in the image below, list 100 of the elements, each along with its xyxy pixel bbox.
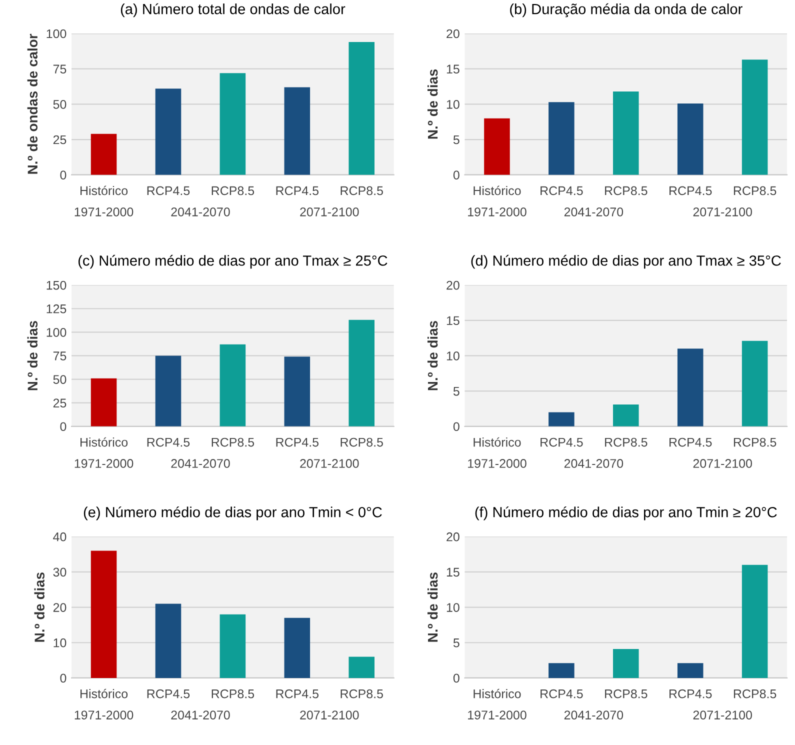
- text: 2071-2100: [693, 459, 752, 468]
- x-tick-label: RCP4.5: [670, 186, 712, 196]
- text: 2071-2100: [693, 710, 752, 720]
- x-tick-label: RCP8.5: [340, 186, 383, 196]
- y-tick-label: 10: [54, 638, 66, 648]
- chart-title: (a) Número total de ondas de calor: [120, 3, 346, 18]
- y-tick-label: 0: [453, 674, 460, 683]
- x-tick-label: RCP4.5: [276, 689, 319, 698]
- y-tick-label: 20: [446, 532, 460, 542]
- y-axis-title: N.º de dias: [34, 572, 44, 642]
- y-axis-title: N.º de ondas de calor: [27, 34, 38, 174]
- text: 1971-2000: [74, 710, 134, 720]
- x-tick-label: RCP4.5: [670, 438, 712, 447]
- x-tick-label: RCP8.5: [734, 186, 776, 196]
- x-tick-label: RCP8.5: [340, 689, 383, 698]
- y-tick-label: 0: [60, 170, 66, 180]
- x-tick-label: RCP4.5: [540, 438, 583, 447]
- x-tick-label: RCP8.5: [605, 186, 648, 196]
- bar: [284, 87, 310, 175]
- bar: [742, 340, 768, 426]
- x-tick-label: Histórico: [474, 437, 521, 447]
- x-tick-label: RCP8.5: [212, 186, 254, 196]
- y-tick-label: 50: [53, 375, 66, 384]
- y-tick-label: 25: [53, 398, 66, 408]
- bar: [348, 656, 375, 678]
- bar: [348, 320, 375, 426]
- chart-title: (f) Número médio de dias por ano Tmin ≥ 20°C: [475, 506, 777, 520]
- text: 2041-2070: [564, 208, 624, 216]
- y-axis-title: N.º de dias: [427, 320, 438, 390]
- text: 1971-2000: [74, 459, 134, 468]
- bar: [220, 73, 246, 175]
- chart-title: (c) Número médio de dias por ano Tmax ≥ 25°C: [78, 254, 388, 269]
- text: 1971-2000: [74, 208, 134, 216]
- x-tick-label: RCP4.5: [540, 186, 583, 196]
- bar: [155, 604, 182, 678]
- chart-title: (b) Duração média da onda de calor: [510, 3, 742, 18]
- bar: [220, 344, 246, 426]
- bar: [677, 348, 704, 426]
- x-tick-label: RCP8.5: [605, 689, 648, 698]
- x-tick-label: RCP8.5: [605, 438, 648, 447]
- x-tick-label: Histórico: [80, 688, 128, 698]
- bar: [548, 663, 574, 678]
- y-tick-label: 30: [53, 568, 66, 577]
- x-tick-label: RCP4.5: [147, 438, 190, 447]
- y-tick-label: 15: [446, 568, 460, 577]
- bar: [484, 118, 510, 175]
- y-tick-label: 5: [453, 386, 460, 396]
- y-tick-label: 10: [446, 352, 460, 360]
- y-tick-label: 100: [46, 328, 66, 337]
- y-tick-label: 15: [446, 316, 460, 326]
- y-tick-label: 0: [453, 170, 460, 180]
- chart-title: (d) Número médio de dias por ano Tmax ≥ 35°C: [471, 254, 781, 269]
- y-tick-label: 15: [446, 64, 460, 74]
- text: 2071-2100: [300, 710, 359, 720]
- y-axis-title: N.º de dias: [427, 69, 438, 139]
- x-tick-label: RCP4.5: [147, 689, 190, 698]
- y-tick-label: 50: [53, 100, 66, 109]
- bar: [284, 356, 310, 426]
- y-tick-label: 150: [46, 280, 66, 290]
- y-tick-label: 20: [446, 29, 460, 38]
- text: 1971-2000: [468, 459, 526, 468]
- bar: [90, 378, 117, 426]
- x-tick-label: RCP4.5: [670, 689, 712, 698]
- bar: [742, 564, 768, 678]
- text: 2041-2070: [171, 208, 230, 216]
- x-tick-label: Histórico: [474, 186, 521, 196]
- x-tick-label: RCP4.5: [276, 186, 319, 196]
- y-tick-label: 25: [53, 135, 66, 144]
- bar: [677, 663, 704, 678]
- bar: [220, 614, 246, 678]
- bar: [284, 618, 310, 678]
- y-tick-label: 20: [446, 280, 460, 290]
- x-tick-label: RCP4.5: [540, 689, 583, 698]
- y-axis-title: N.º de dias: [427, 572, 438, 642]
- text: 2071-2100: [693, 208, 752, 216]
- x-tick-label: RCP4.5: [147, 186, 190, 196]
- text: 2041-2070: [171, 459, 230, 468]
- text: 1971-2000: [468, 710, 526, 720]
- x-tick-label: RCP8.5: [340, 438, 383, 447]
- y-axis-title: N.º de dias: [27, 320, 38, 390]
- y-tick-label: 5: [453, 135, 460, 144]
- bar: [548, 412, 574, 426]
- x-tick-label: RCP8.5: [734, 438, 776, 447]
- y-tick-label: 75: [53, 64, 66, 74]
- bar: [90, 550, 117, 678]
- y-tick-label: 10: [446, 100, 460, 109]
- y-tick-label: 20: [53, 603, 66, 612]
- x-tick-label: Histórico: [80, 437, 128, 447]
- y-tick-label: 5: [453, 638, 460, 648]
- y-tick-label: 0: [453, 422, 460, 432]
- bar: [155, 88, 182, 175]
- y-tick-label: 125: [46, 304, 66, 314]
- text: 1971-2000: [468, 208, 526, 216]
- bar: [548, 102, 574, 175]
- text: 2041-2070: [564, 459, 624, 468]
- bar: [613, 404, 639, 426]
- y-tick-label: 10: [446, 603, 460, 612]
- text: 2041-2070: [171, 710, 230, 720]
- x-tick-label: RCP4.5: [276, 438, 319, 447]
- y-tick-label: 0: [60, 422, 66, 432]
